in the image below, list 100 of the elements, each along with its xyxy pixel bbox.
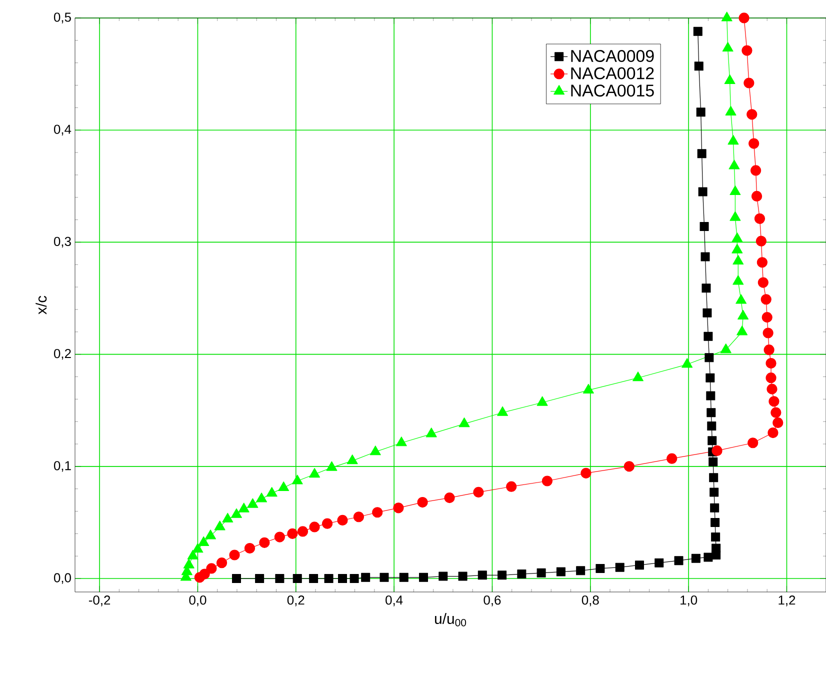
y-tick-label: 0,2: [54, 348, 71, 360]
point: [417, 496, 428, 508]
point: [738, 12, 750, 24]
point: [222, 512, 234, 522]
point: [682, 358, 693, 368]
point: [712, 544, 721, 553]
point: [399, 572, 408, 582]
y-tick-label: 0,4: [54, 124, 72, 136]
point: [275, 574, 284, 584]
point: [287, 528, 298, 539]
point: [702, 284, 711, 293]
point: [674, 556, 684, 566]
point: [426, 428, 437, 438]
point: [380, 572, 389, 582]
point: [396, 436, 407, 446]
y-tick-label: 0,0: [54, 573, 71, 584]
point: [744, 78, 754, 88]
y-tick-label: 0,3: [54, 236, 71, 248]
point: [742, 45, 752, 56]
point: [706, 373, 715, 382]
point: [711, 532, 720, 542]
point: [324, 574, 334, 584]
point: [206, 563, 217, 574]
point: [732, 244, 743, 254]
y-tick-label: 0,1: [54, 461, 71, 472]
point: [337, 514, 348, 526]
point: [497, 406, 508, 416]
point: [704, 332, 713, 341]
point: [274, 532, 285, 542]
point: [478, 570, 487, 580]
point: [231, 508, 242, 518]
point: [724, 74, 736, 84]
point: [732, 254, 744, 265]
y-axis-title: x/c: [36, 296, 47, 314]
point: [720, 344, 732, 354]
point: [255, 574, 264, 584]
point: [706, 391, 716, 400]
point: [419, 572, 428, 582]
point: [756, 236, 767, 246]
point: [700, 222, 709, 232]
point: [728, 160, 740, 170]
point: [754, 213, 766, 224]
point: [582, 384, 594, 394]
point: [372, 507, 383, 518]
legend-label: NACA0012: [571, 67, 654, 80]
x-tick-label: 0,0: [189, 596, 206, 606]
point: [506, 481, 517, 492]
point: [710, 488, 719, 497]
point: [361, 572, 370, 582]
point: [309, 574, 318, 584]
point: [192, 543, 204, 553]
point: [706, 408, 716, 418]
point: [576, 566, 586, 576]
point: [634, 560, 644, 570]
x-tick-label: 0,8: [582, 596, 599, 606]
point: [700, 252, 710, 262]
legend-label: NACA0015: [571, 84, 654, 97]
point: [760, 294, 772, 305]
point: [266, 487, 278, 497]
point: [730, 185, 741, 196]
x-axis-title: u/u$_{00}$: [435, 613, 466, 626]
x-tick-label: 0,6: [484, 596, 501, 606]
x-tick-label: 1,2: [778, 596, 796, 606]
point: [278, 481, 290, 492]
point: [697, 149, 706, 158]
point: [710, 518, 720, 527]
point: [710, 503, 720, 512]
point: [702, 308, 712, 318]
point: [691, 554, 700, 563]
point: [238, 502, 250, 512]
point: [732, 232, 743, 242]
point: [770, 407, 782, 418]
point: [214, 520, 226, 530]
point: [654, 558, 664, 568]
point: [615, 562, 624, 572]
point: [292, 574, 302, 584]
point: [232, 574, 241, 584]
point: [346, 454, 358, 464]
point: [762, 328, 774, 338]
point: [353, 512, 364, 522]
point: [746, 109, 758, 120]
point: [256, 492, 268, 502]
point: [458, 572, 468, 581]
point: [725, 106, 736, 116]
point: [292, 474, 303, 484]
point: [698, 187, 708, 196]
point: [183, 558, 194, 568]
point: [322, 518, 333, 529]
point: [693, 26, 702, 36]
point: [624, 461, 634, 472]
point: [704, 353, 714, 362]
point: [580, 468, 592, 478]
point: [748, 438, 758, 448]
y-tick-label: 0,5: [54, 12, 71, 24]
point: [309, 522, 320, 532]
point: [704, 552, 713, 562]
point: [536, 396, 548, 406]
point: [736, 326, 748, 336]
point: [736, 294, 747, 304]
point: [764, 344, 774, 356]
